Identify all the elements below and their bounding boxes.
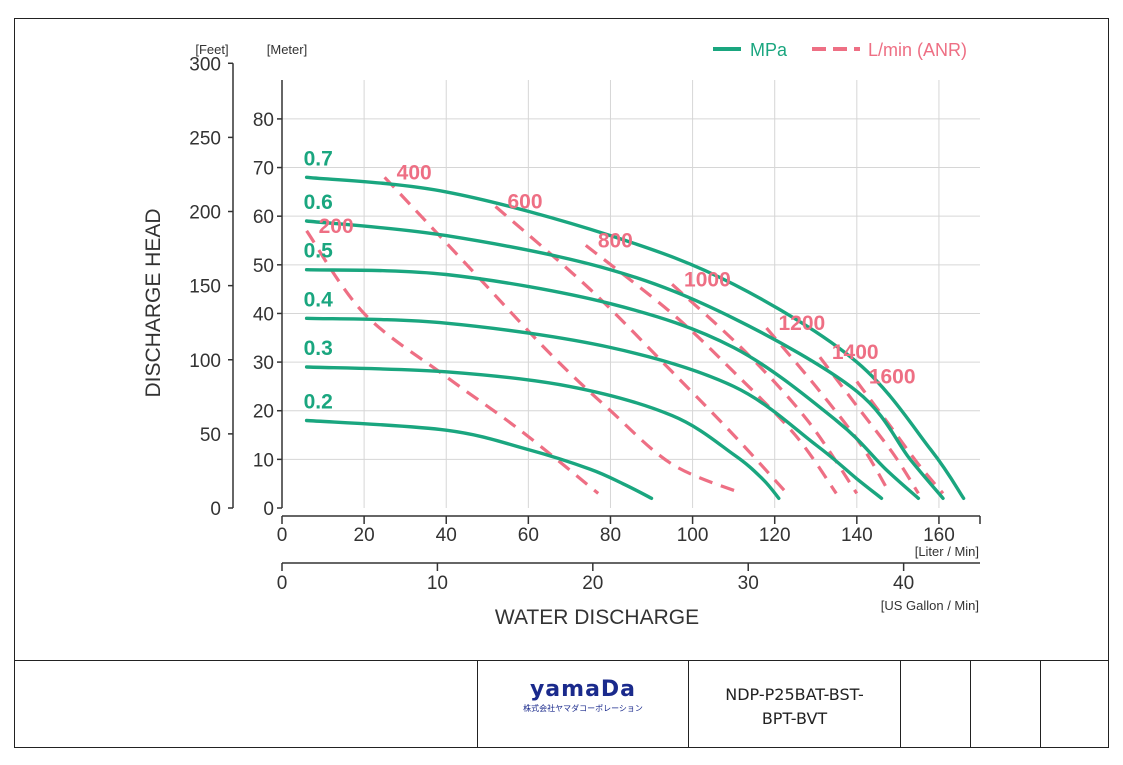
x-liter-tick-label: 0 bbox=[277, 525, 288, 546]
title-block-cell-b bbox=[970, 661, 1040, 748]
x-gallon-tick-label: 20 bbox=[582, 573, 603, 594]
air-curve-800 bbox=[584, 244, 838, 495]
x-liter-tick-label: 160 bbox=[923, 525, 955, 546]
pressure-curve-label-0.5: 0.5 bbox=[304, 240, 334, 263]
y-feet-tick-label: 0 bbox=[210, 499, 221, 520]
pressure-curve-label-0.7: 0.7 bbox=[304, 147, 333, 170]
x-gallon-tick-label: 40 bbox=[893, 573, 914, 594]
model-number: NDP-P25BAT-BST- BPT-BVT bbox=[689, 683, 900, 731]
y-meter-tick-label: 10 bbox=[253, 450, 274, 471]
drawing-sheet bbox=[14, 18, 1109, 748]
y-meter-tick-label: 30 bbox=[253, 353, 274, 374]
pressure-curves bbox=[304, 175, 966, 500]
x-liter-tick-label: 20 bbox=[354, 525, 375, 546]
pressure-curve-label-0.3: 0.3 bbox=[304, 337, 333, 360]
x-gallon-tick-label: 10 bbox=[427, 573, 448, 594]
pressure-curve-0.4 bbox=[304, 316, 884, 500]
y-meter-unit-label: [Meter] bbox=[267, 42, 307, 57]
air-curve-200 bbox=[305, 229, 600, 495]
legend-pressure-label: MPa bbox=[750, 40, 788, 60]
y-feet-tick-label: 300 bbox=[189, 54, 221, 75]
y-feet-tick-label: 250 bbox=[189, 128, 221, 149]
air-curve-1400 bbox=[818, 356, 920, 495]
air-curve-400 bbox=[383, 176, 743, 495]
y-feet-tick-label: 100 bbox=[189, 351, 221, 372]
x-liter-tick-label: 80 bbox=[600, 525, 621, 546]
y-axis-title: DISCHARGE HEAD bbox=[142, 208, 165, 397]
y-meter-tick-label: 70 bbox=[253, 159, 274, 180]
y-feet-tick-label: 50 bbox=[200, 425, 221, 446]
pressure-curve-0.7 bbox=[304, 175, 966, 500]
logo-subtext: 株式会社ヤマダコーポレーション bbox=[523, 704, 643, 713]
y-meter-tick-label: 0 bbox=[263, 499, 274, 520]
title-block: yamaDa 株式会社ヤマダコーポレーション NDP-P25BAT-BST- B… bbox=[14, 660, 1109, 748]
pressure-curve-0.6 bbox=[304, 219, 945, 500]
x-liter-tick-label: 60 bbox=[518, 525, 539, 546]
air-curve-label-600: 600 bbox=[508, 190, 543, 213]
model-cell: NDP-P25BAT-BST- BPT-BVT bbox=[688, 661, 900, 748]
grid bbox=[282, 80, 980, 508]
title-block-cell-c bbox=[1040, 661, 1109, 748]
y-feet-tick-label: 150 bbox=[189, 277, 221, 298]
y-meter-tick-label: 50 bbox=[253, 256, 274, 277]
pressure-curve-0.3 bbox=[304, 365, 781, 500]
pressure-curve-0.2 bbox=[304, 418, 654, 500]
model-number-line2: BPT-BVT bbox=[761, 709, 828, 728]
air-curve-label-200: 200 bbox=[319, 215, 354, 238]
x-gallon-tick-label: 0 bbox=[277, 573, 288, 594]
air-curve-1000 bbox=[671, 283, 859, 495]
company-logo: yamaDa 株式会社ヤマダコーポレーション bbox=[478, 677, 688, 714]
air-curve-label-800: 800 bbox=[598, 229, 633, 252]
x-axis-title: WATER DISCHARGE bbox=[495, 606, 699, 629]
logo-wordmark: yamaDa bbox=[529, 677, 637, 702]
air-curve-label-1600: 1600 bbox=[869, 366, 916, 389]
x-gallon-tick-label: 30 bbox=[738, 573, 759, 594]
x-liter-tick-label: 120 bbox=[759, 525, 791, 546]
y-meter-tick-label: 80 bbox=[253, 110, 274, 131]
y-meter-tick-label: 20 bbox=[253, 402, 274, 423]
pressure-curve-label-0.4: 0.4 bbox=[304, 288, 334, 311]
y-meter-tick-label: 60 bbox=[253, 207, 274, 228]
air-consumption-curves bbox=[305, 176, 945, 495]
air-curve-label-400: 400 bbox=[397, 161, 432, 184]
title-block-blank-cell bbox=[14, 661, 477, 748]
y-feet-tick-label: 200 bbox=[189, 203, 221, 224]
legend-air-label: L/min (ANR) bbox=[868, 40, 967, 60]
x-liter-tick-label: 40 bbox=[436, 525, 457, 546]
title-block-cell-a bbox=[900, 661, 970, 748]
pressure-curve-label-0.6: 0.6 bbox=[304, 191, 333, 214]
air-curve-1600 bbox=[855, 380, 945, 495]
air-curve-label-1000: 1000 bbox=[684, 268, 731, 291]
y-feet-unit-label: [Feet] bbox=[195, 42, 228, 57]
pressure-curve-0.5 bbox=[304, 268, 921, 500]
y-meter-tick-label: 40 bbox=[253, 304, 274, 325]
air-curve-label-1400: 1400 bbox=[832, 341, 879, 364]
model-number-line1: NDP-P25BAT-BST- bbox=[725, 685, 864, 704]
logo-cell: yamaDa 株式会社ヤマダコーポレーション bbox=[477, 661, 688, 748]
air-curve-1200 bbox=[765, 326, 892, 495]
pressure-curve-label-0.2: 0.2 bbox=[304, 390, 333, 413]
x-liter-tick-label: 100 bbox=[677, 525, 709, 546]
x-liter-tick-label: 140 bbox=[841, 525, 873, 546]
x-liter-unit-label: [Liter / Min] bbox=[915, 544, 979, 559]
x-gallon-unit-label: [US Gallon / Min] bbox=[881, 598, 979, 613]
legend: MPa L/min (ANR) bbox=[713, 40, 967, 60]
air-curve-label-1200: 1200 bbox=[778, 312, 825, 335]
